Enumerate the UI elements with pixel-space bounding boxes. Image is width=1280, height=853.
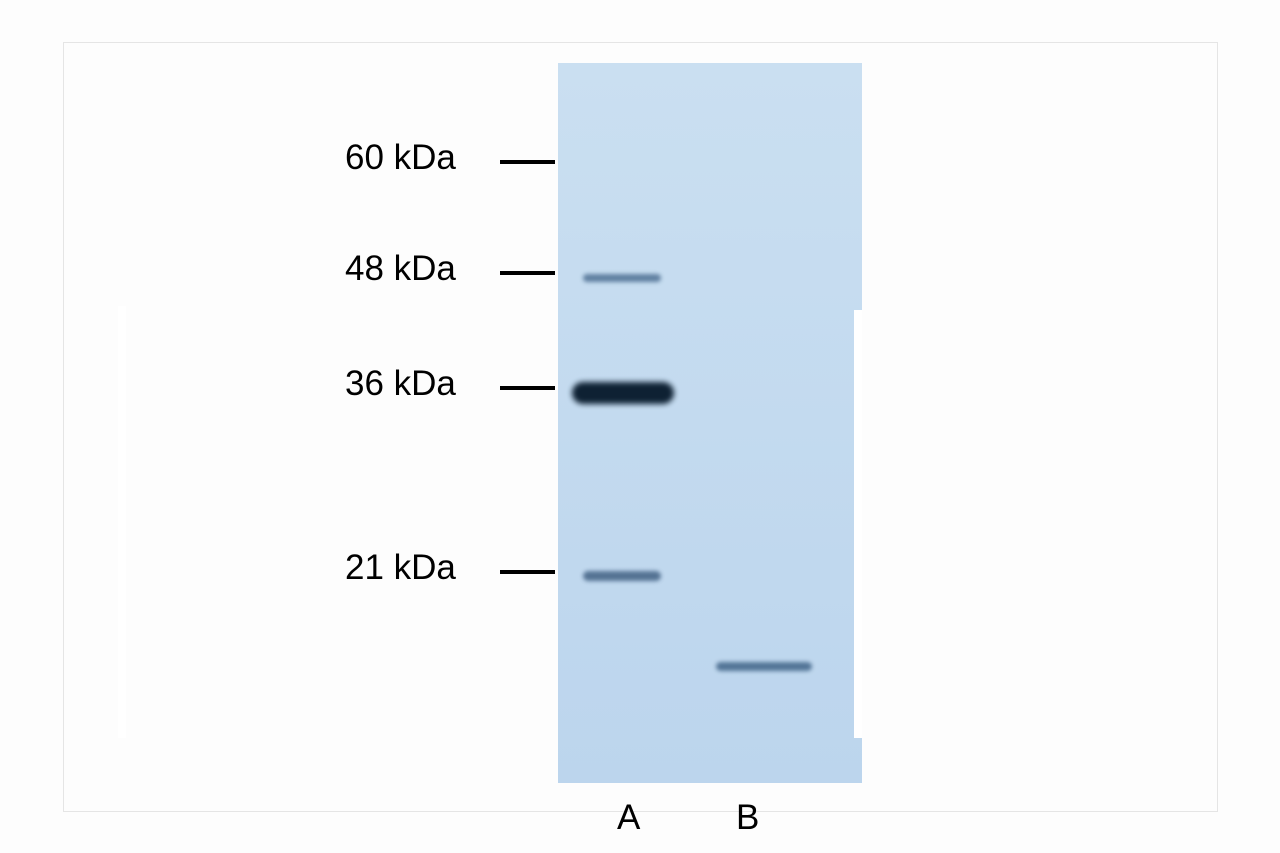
- blot-membrane: [558, 63, 862, 783]
- blot-band: [583, 274, 661, 282]
- lane-label: A: [617, 798, 640, 838]
- blot-gutter: [854, 310, 862, 738]
- blot-band: [583, 571, 661, 581]
- marker-tick: [500, 570, 555, 574]
- marker-tick: [500, 160, 555, 164]
- blot-band: [572, 382, 674, 404]
- blot-band: [716, 662, 812, 671]
- marker-label: 36 kDa: [345, 364, 456, 404]
- marker-label: 48 kDa: [345, 249, 456, 289]
- lane-label: B: [736, 798, 759, 838]
- blot-gutter: [118, 306, 126, 738]
- marker-tick: [500, 386, 555, 390]
- marker-label: 21 kDa: [345, 548, 456, 588]
- marker-tick: [500, 271, 555, 275]
- marker-label: 60 kDa: [345, 138, 456, 178]
